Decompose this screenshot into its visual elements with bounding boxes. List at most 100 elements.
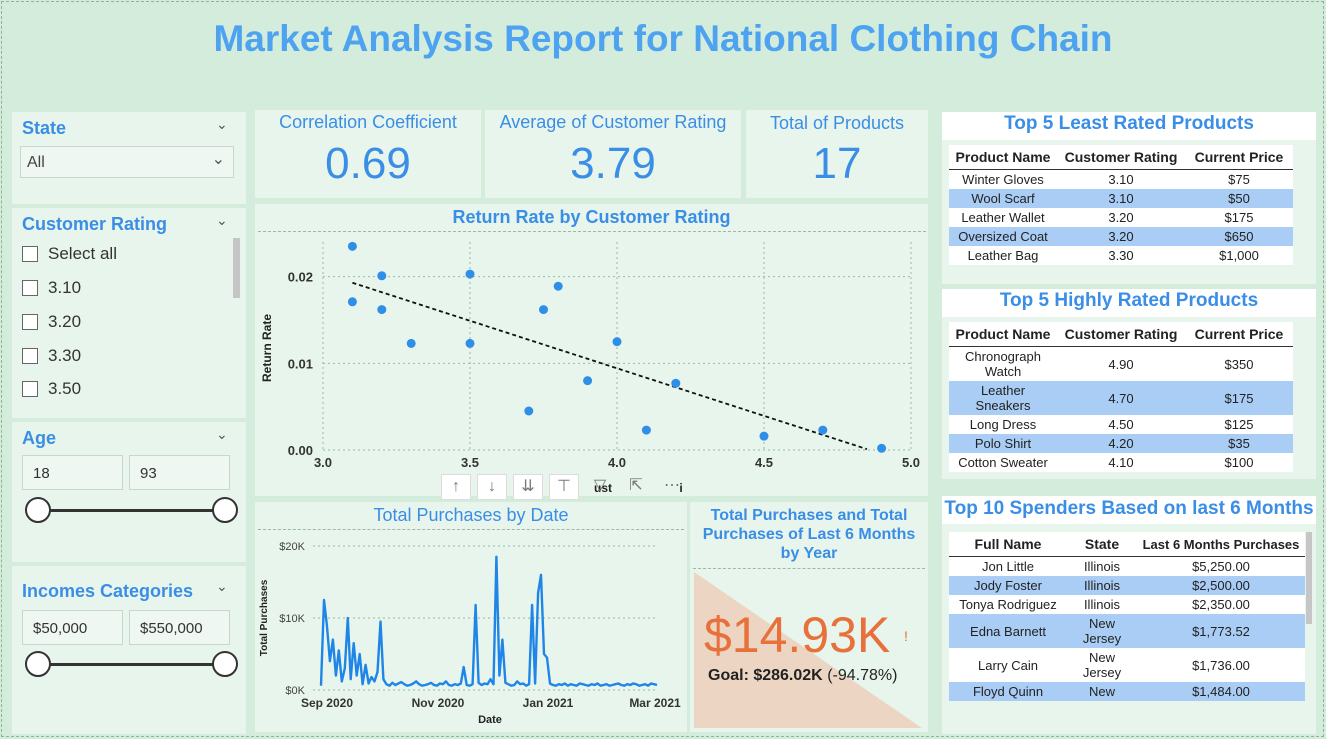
scatter-point[interactable]	[759, 431, 769, 441]
purchases-series-line[interactable]	[319, 555, 658, 687]
table-cell: Illinois	[1067, 576, 1137, 595]
column-header[interactable]: Product Name	[955, 149, 1051, 165]
filter-icon[interactable]: ▽	[593, 477, 607, 494]
column-header[interactable]: Customer Rating	[1064, 326, 1178, 342]
spenders-body: Full Name State Last 6 Months Purchases …	[942, 524, 1316, 734]
scatter-point[interactable]	[377, 305, 387, 315]
scatter-point[interactable]	[377, 271, 387, 281]
scatter-point[interactable]	[612, 337, 622, 347]
y-tick-label: $0K	[285, 685, 305, 697]
x-tick-label: Mar 2021	[629, 696, 681, 710]
chevron-down-icon[interactable]: ⌄	[216, 426, 228, 442]
income-slicer	[12, 566, 246, 734]
x-axis-label-tail: i	[679, 481, 682, 495]
table-row[interactable]: Cotton Sweater 4.10 $100	[949, 453, 1293, 472]
table-cell: Edna Barnett	[949, 614, 1067, 648]
income-slider-min-handle[interactable]	[25, 651, 51, 677]
column-header[interactable]: State	[1084, 536, 1120, 552]
income-min-input[interactable]: $50,000	[22, 610, 123, 645]
table-row[interactable]: Wool Scarf 3.10 $50	[949, 189, 1293, 208]
table-row[interactable]: Floyd Quinn New $1,484.00	[949, 682, 1305, 701]
scatter-point[interactable]	[465, 269, 475, 279]
customer-rating-slicer-label: Customer Rating	[22, 214, 168, 234]
y-tick-label: $10K	[279, 613, 305, 625]
x-tick-label: 4.5	[755, 455, 773, 470]
table-cell: Leather Sneakers	[949, 381, 1057, 415]
table-row[interactable]: Tonya Rodriguez Illinois $2,350.00	[949, 595, 1305, 614]
column-header[interactable]: Product Name	[955, 326, 1051, 342]
checkbox-select-all[interactable]: Select all	[22, 244, 117, 264]
column-header[interactable]: Full Name	[974, 536, 1042, 552]
scatter-chart-panel	[255, 204, 928, 496]
table-row[interactable]: Long Dress 4.50 $125	[949, 415, 1293, 434]
income-max-input[interactable]: $550,000	[129, 610, 230, 645]
y-tick-label: $20K	[279, 541, 305, 553]
column-header[interactable]: Current Price	[1194, 149, 1284, 165]
correlation-card: Correlation Coefficient 0.69	[255, 110, 481, 198]
scatter-point[interactable]	[583, 376, 593, 386]
column-header[interactable]: Current Price	[1194, 326, 1284, 342]
table-cell: Illinois	[1083, 559, 1121, 574]
arrow-down-icon[interactable]: ↓	[477, 474, 507, 500]
table-row[interactable]: Leather Bag 3.30 $1,000	[949, 246, 1293, 265]
column-header[interactable]: Last 6 Months Purchases	[1142, 536, 1300, 552]
table-row[interactable]: Chronograph Watch 4.90 $350	[949, 347, 1293, 382]
state-dropdown[interactable]: All ⌄	[20, 146, 234, 178]
x-tick-label: Nov 2020	[412, 696, 465, 710]
scatter-point[interactable]	[877, 443, 887, 453]
y-axis-label: Return Rate	[260, 314, 274, 382]
table-row[interactable]: Oversized Coat 3.20 $650	[949, 227, 1293, 246]
age-slider-max-handle[interactable]	[212, 497, 238, 523]
scatter-point[interactable]	[818, 425, 828, 435]
checkbox-icon	[22, 314, 38, 330]
table-row[interactable]: Jody Foster Illinois $2,500.00	[949, 576, 1305, 595]
checkbox-rating-330[interactable]: 3.30	[22, 346, 81, 366]
scatter-point[interactable]	[539, 305, 548, 315]
table-row[interactable]: Edna Barnett New Jersey $1,773.52	[949, 614, 1305, 648]
table-row[interactable]: Leather Wallet 3.20 $175	[949, 208, 1293, 227]
scatter-point[interactable]	[641, 425, 651, 435]
chevron-down-icon[interactable]: ⌄	[216, 116, 228, 132]
table-cell: $125	[1224, 417, 1254, 432]
scatter-point[interactable]	[524, 406, 534, 416]
arrow-up-icon[interactable]: ↑	[441, 474, 471, 500]
table-cell: Oversized Coat	[949, 227, 1057, 246]
chevron-down-icon[interactable]: ⌄	[216, 212, 228, 228]
checkbox-rating-310[interactable]: 3.10	[22, 278, 81, 298]
more-options-icon[interactable]: ⋯	[664, 477, 680, 494]
expand-hierarchy-icon[interactable]: ⊤	[549, 474, 579, 500]
table-cell: Illinois	[1083, 597, 1121, 612]
income-slider-max-handle[interactable]	[212, 651, 238, 677]
rating-scrollbar[interactable]	[233, 238, 240, 298]
table-cell: Jody Foster	[949, 576, 1067, 595]
scatter-point[interactable]	[347, 241, 357, 251]
scatter-point[interactable]	[671, 378, 681, 388]
table-cell: 3.20	[1057, 227, 1185, 246]
table-row[interactable]: Jon Little Illinois $5,250.00	[949, 557, 1305, 577]
scatter-point[interactable]	[347, 297, 357, 307]
checkbox-rating-350[interactable]: 3.50	[22, 379, 81, 399]
age-slider-min-handle[interactable]	[25, 497, 51, 523]
table-row[interactable]: Polo Shirt 4.20 $35	[949, 434, 1293, 453]
double-arrow-down-icon[interactable]: ⇊	[513, 474, 543, 500]
age-min-input[interactable]: 18	[22, 455, 123, 490]
y-axis-label: Total Purchases	[259, 579, 270, 656]
table-cell: Floyd Quinn	[949, 682, 1067, 701]
chevron-down-icon[interactable]: ⌄	[216, 578, 228, 594]
focus-mode-icon[interactable]: ⇱	[629, 477, 643, 494]
checkbox-rating-320[interactable]: 3.20	[22, 312, 81, 332]
column-header[interactable]: Customer Rating	[1064, 149, 1178, 165]
table-row[interactable]: Larry Cain New Jersey $1,736.00	[949, 648, 1305, 682]
scatter-point[interactable]	[406, 338, 416, 348]
scatter-point[interactable]	[465, 338, 475, 348]
age-max-input[interactable]: 93	[129, 455, 230, 490]
table-cell: Cotton Sweater	[958, 455, 1048, 470]
table-row[interactable]: Winter Gloves 3.10 $75	[949, 170, 1293, 190]
table-row[interactable]: Leather Sneakers 4.70 $175	[949, 381, 1293, 415]
table-cell: $1,000	[1219, 248, 1259, 263]
scatter-chart: 0.00 0.01 0.02 3.0 3.5 4.0 4.5 5.0 Return Rate us…	[260, 241, 920, 495]
scatter-point[interactable]	[553, 281, 563, 291]
age-slicer-label: Age	[22, 428, 57, 448]
spenders-scrollbar[interactable]	[1306, 532, 1312, 624]
x-tick-label: 3.5	[461, 455, 479, 470]
